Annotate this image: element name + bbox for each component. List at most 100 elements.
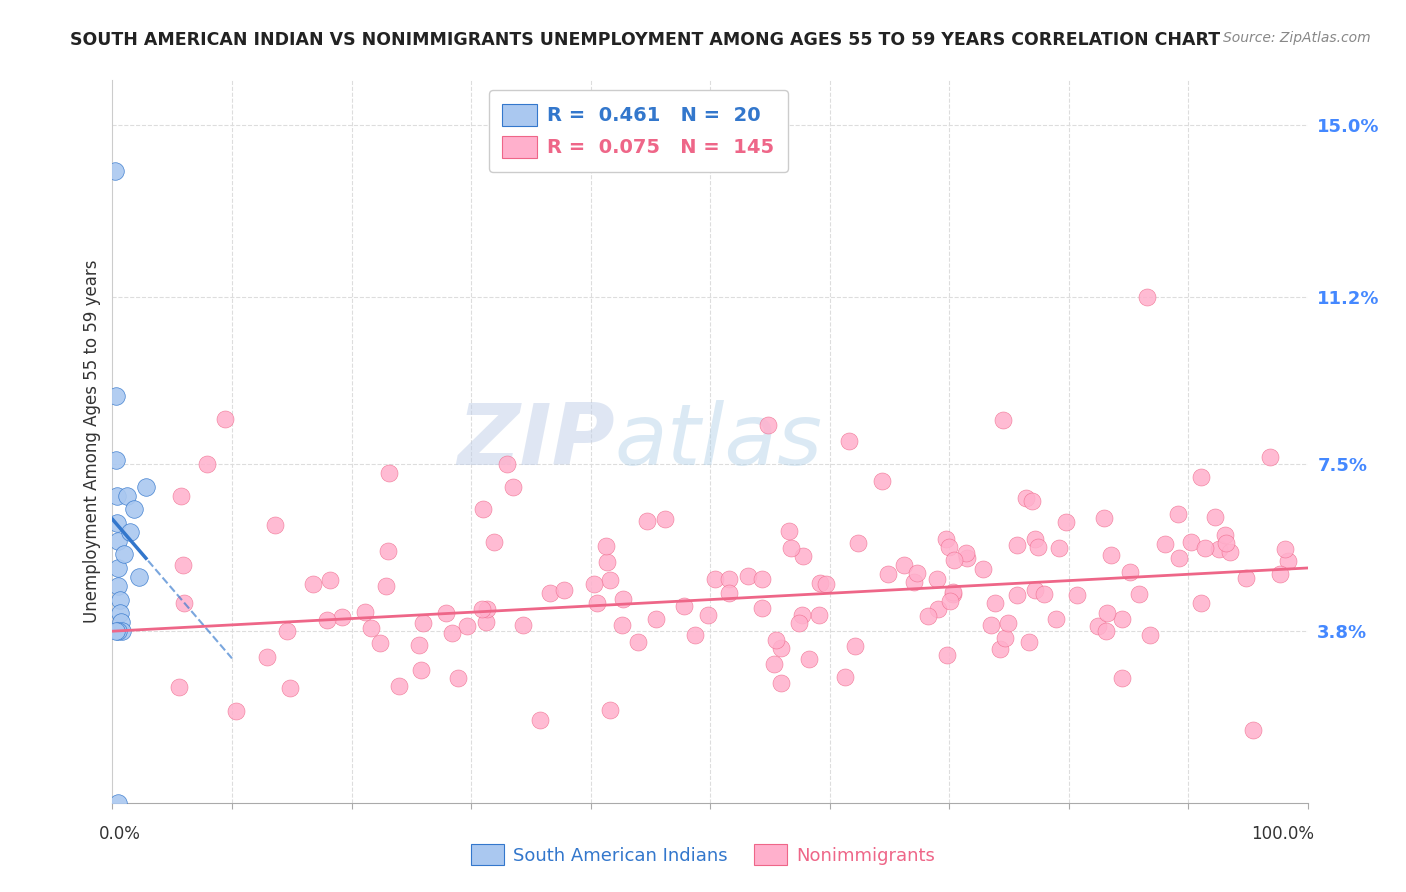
- Point: [1047, 541, 1070, 556]
- Point: [378, 466, 401, 480]
- Point: [1111, 671, 1133, 685]
- Point: [434, 606, 457, 620]
- Point: [135, 480, 157, 494]
- Point: [1194, 541, 1216, 556]
- Point: [264, 517, 287, 532]
- Point: [942, 587, 965, 601]
- Point: [1119, 565, 1142, 579]
- Legend: R =  0.461   N =  20, R =  0.075   N =  145: R = 0.461 N = 20, R = 0.075 N = 145: [489, 90, 787, 172]
- Point: [1213, 528, 1236, 542]
- Point: [672, 599, 695, 614]
- Point: [586, 596, 609, 610]
- Point: [411, 664, 433, 678]
- Point: [790, 607, 813, 622]
- Point: [1277, 554, 1299, 568]
- Point: [447, 671, 470, 685]
- Point: [834, 670, 856, 684]
- Point: [276, 624, 298, 638]
- Point: [477, 602, 499, 616]
- Point: [751, 572, 773, 586]
- Point: [799, 652, 821, 666]
- Point: [377, 544, 399, 558]
- Point: [636, 514, 658, 528]
- Point: [972, 562, 994, 576]
- Point: [595, 539, 617, 553]
- Point: [610, 618, 633, 632]
- Point: [844, 639, 866, 653]
- Point: [111, 624, 134, 639]
- Text: SOUTH AMERICAN INDIAN VS NONIMMIGRANTS UNEMPLOYMENT AMONG AGES 55 TO 59 YEARS CO: SOUTH AMERICAN INDIAN VS NONIMMIGRANTS U…: [70, 31, 1220, 49]
- Point: [927, 602, 949, 616]
- Point: [114, 548, 135, 562]
- Point: [388, 680, 411, 694]
- Point: [1021, 494, 1043, 508]
- Point: [302, 576, 325, 591]
- Point: [538, 585, 561, 599]
- Point: [170, 489, 193, 503]
- Point: [612, 592, 634, 607]
- Point: [769, 676, 792, 690]
- Point: [484, 535, 506, 549]
- Point: [1208, 542, 1230, 557]
- Point: [877, 566, 900, 581]
- Point: [1189, 469, 1212, 483]
- Point: [529, 713, 551, 727]
- Point: [903, 574, 925, 589]
- Point: [107, 624, 129, 639]
- Point: [778, 524, 800, 538]
- Point: [955, 546, 977, 560]
- Text: Source: ZipAtlas.com: Source: ZipAtlas.com: [1223, 31, 1371, 45]
- Point: [553, 582, 575, 597]
- Point: [599, 573, 621, 587]
- Point: [167, 680, 190, 694]
- Point: [770, 641, 793, 656]
- Point: [104, 163, 127, 178]
- Point: [808, 575, 831, 590]
- Point: [107, 579, 129, 593]
- Point: [195, 457, 218, 471]
- Point: [846, 536, 869, 550]
- Point: [1024, 582, 1046, 597]
- Point: [980, 618, 1002, 632]
- Point: [1234, 571, 1257, 585]
- Point: [1015, 491, 1038, 505]
- Point: [512, 617, 534, 632]
- Point: [807, 608, 830, 623]
- Point: [107, 796, 129, 810]
- Point: [718, 586, 741, 600]
- Point: [704, 573, 727, 587]
- Point: [893, 558, 915, 573]
- Point: [645, 612, 668, 626]
- Point: [599, 703, 621, 717]
- Point: [1005, 588, 1028, 602]
- Point: [956, 550, 979, 565]
- Point: [353, 605, 375, 619]
- Point: [368, 636, 391, 650]
- Point: [935, 532, 957, 546]
- Point: [122, 502, 145, 516]
- Point: [997, 616, 1019, 631]
- Point: [1045, 612, 1067, 626]
- Point: [1128, 587, 1150, 601]
- Point: [108, 606, 131, 620]
- Point: [627, 635, 650, 649]
- Point: [814, 577, 837, 591]
- Point: [838, 434, 860, 448]
- Text: ZIP: ZIP: [457, 400, 614, 483]
- Point: [1274, 542, 1296, 557]
- Point: [596, 555, 619, 569]
- Point: [925, 572, 948, 586]
- Legend: South American Indians, Nonimmigrants: South American Indians, Nonimmigrants: [464, 837, 942, 872]
- Point: [787, 615, 810, 630]
- Point: [1154, 537, 1177, 551]
- Point: [654, 512, 676, 526]
- Point: [756, 417, 779, 432]
- Point: [1136, 290, 1159, 304]
- Point: [779, 541, 801, 555]
- Point: [496, 457, 519, 471]
- Point: [697, 608, 720, 623]
- Point: [905, 566, 928, 580]
- Point: [502, 480, 524, 494]
- Point: [792, 549, 814, 563]
- Point: [870, 474, 893, 488]
